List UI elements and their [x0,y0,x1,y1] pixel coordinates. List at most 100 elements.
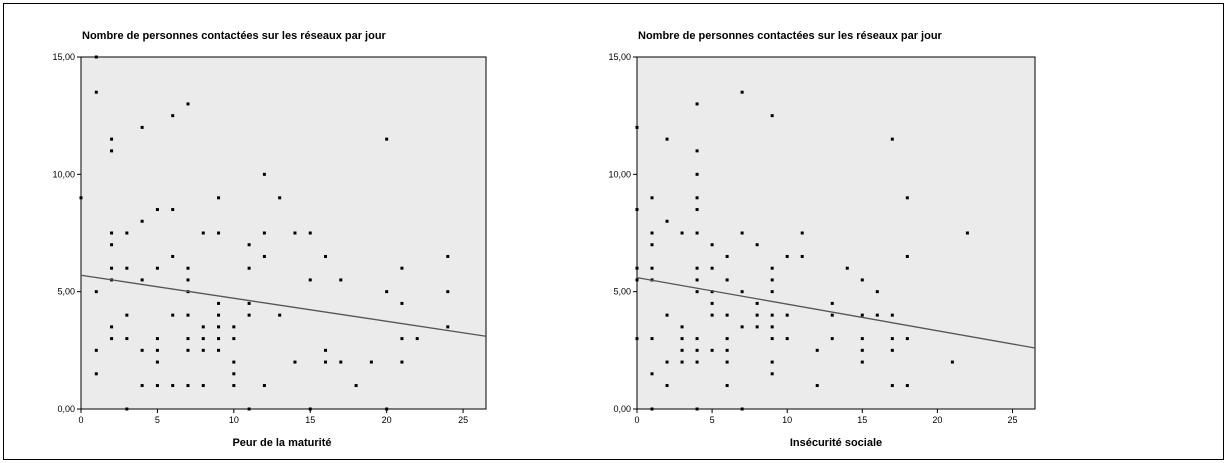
data-point [950,360,954,364]
data-point [293,360,297,364]
data-point [247,313,251,317]
data-point [860,360,864,364]
data-point [770,360,774,364]
data-point [201,325,205,329]
data-point [171,254,175,258]
data-point [650,266,654,270]
data-point [94,290,98,294]
data-point [339,278,343,282]
x-tick-label: 20 [932,415,942,425]
data-point [695,196,699,200]
x-tick-label: 15 [857,415,867,425]
data-point [740,407,744,411]
x-tick-label: 0 [78,415,83,425]
data-point [770,325,774,329]
data-point [354,384,358,388]
data-point [845,266,849,270]
data-point [890,384,894,388]
data-point [695,266,699,270]
data-point [186,384,190,388]
data-point [710,301,714,305]
data-point [905,384,909,388]
data-point [665,384,669,388]
data-point [171,313,175,317]
data-point [155,360,159,364]
data-point [770,290,774,294]
data-point [725,360,729,364]
data-point [140,348,144,352]
data-point [650,243,654,247]
y-tick-label: 5,00 [613,287,631,297]
data-point [94,90,98,94]
data-point [400,337,404,341]
data-point [695,348,699,352]
data-point [155,384,159,388]
data-point [217,196,221,200]
data-point [860,348,864,352]
data-point [186,278,190,282]
data-point [650,372,654,376]
data-point [785,313,789,317]
data-point [324,348,328,352]
data-point [635,208,639,212]
data-point [725,384,729,388]
data-point [140,125,144,129]
data-point [710,313,714,317]
data-point [740,290,744,294]
data-point [710,243,714,247]
data-point [770,337,774,341]
data-point [770,266,774,270]
data-point [905,254,909,258]
data-point [965,231,969,235]
chart-peur-de-la-maturite: Nombre de personnes contactées sur les r… [52,30,487,449]
data-point [232,337,236,341]
data-point [110,149,114,153]
data-point [725,254,729,258]
data-point [155,337,159,341]
data-point [232,360,236,364]
data-point [201,384,205,388]
data-point [680,348,684,352]
data-point [308,231,312,235]
data-point [650,407,654,411]
data-point [232,384,236,388]
plot-area [80,56,487,410]
data-point [680,231,684,235]
data-point [680,325,684,329]
data-point [94,372,98,376]
data-point [385,137,389,141]
data-point [186,348,190,352]
data-point [385,407,389,411]
y-tick-label: 15,00 [52,52,75,62]
data-point [155,208,159,212]
data-point [755,325,759,329]
data-point [217,313,221,317]
x-tick-label: 10 [229,415,239,425]
data-point [262,384,266,388]
data-point [232,372,236,376]
data-point [695,208,699,212]
data-point [770,313,774,317]
data-point [217,337,221,341]
data-point [650,337,654,341]
data-point [339,360,343,364]
data-point [740,325,744,329]
data-point [247,407,251,411]
chart-title: Nombre de personnes contactées sur les r… [638,30,943,42]
data-point [217,231,221,235]
data-point [725,313,729,317]
data-point [110,325,114,329]
data-point [830,337,834,341]
chart-insecurite-sociale: Nombre de personnes contactées sur les r… [608,30,1036,449]
data-point [247,243,251,247]
data-point [815,348,819,352]
data-point [400,360,404,364]
data-point [635,337,639,341]
data-point [875,313,879,317]
data-point [415,337,419,341]
data-point [446,254,450,258]
x-axis-label: Peur de la maturité [232,437,331,449]
data-point [385,290,389,294]
data-point [125,407,129,411]
data-point [755,243,759,247]
